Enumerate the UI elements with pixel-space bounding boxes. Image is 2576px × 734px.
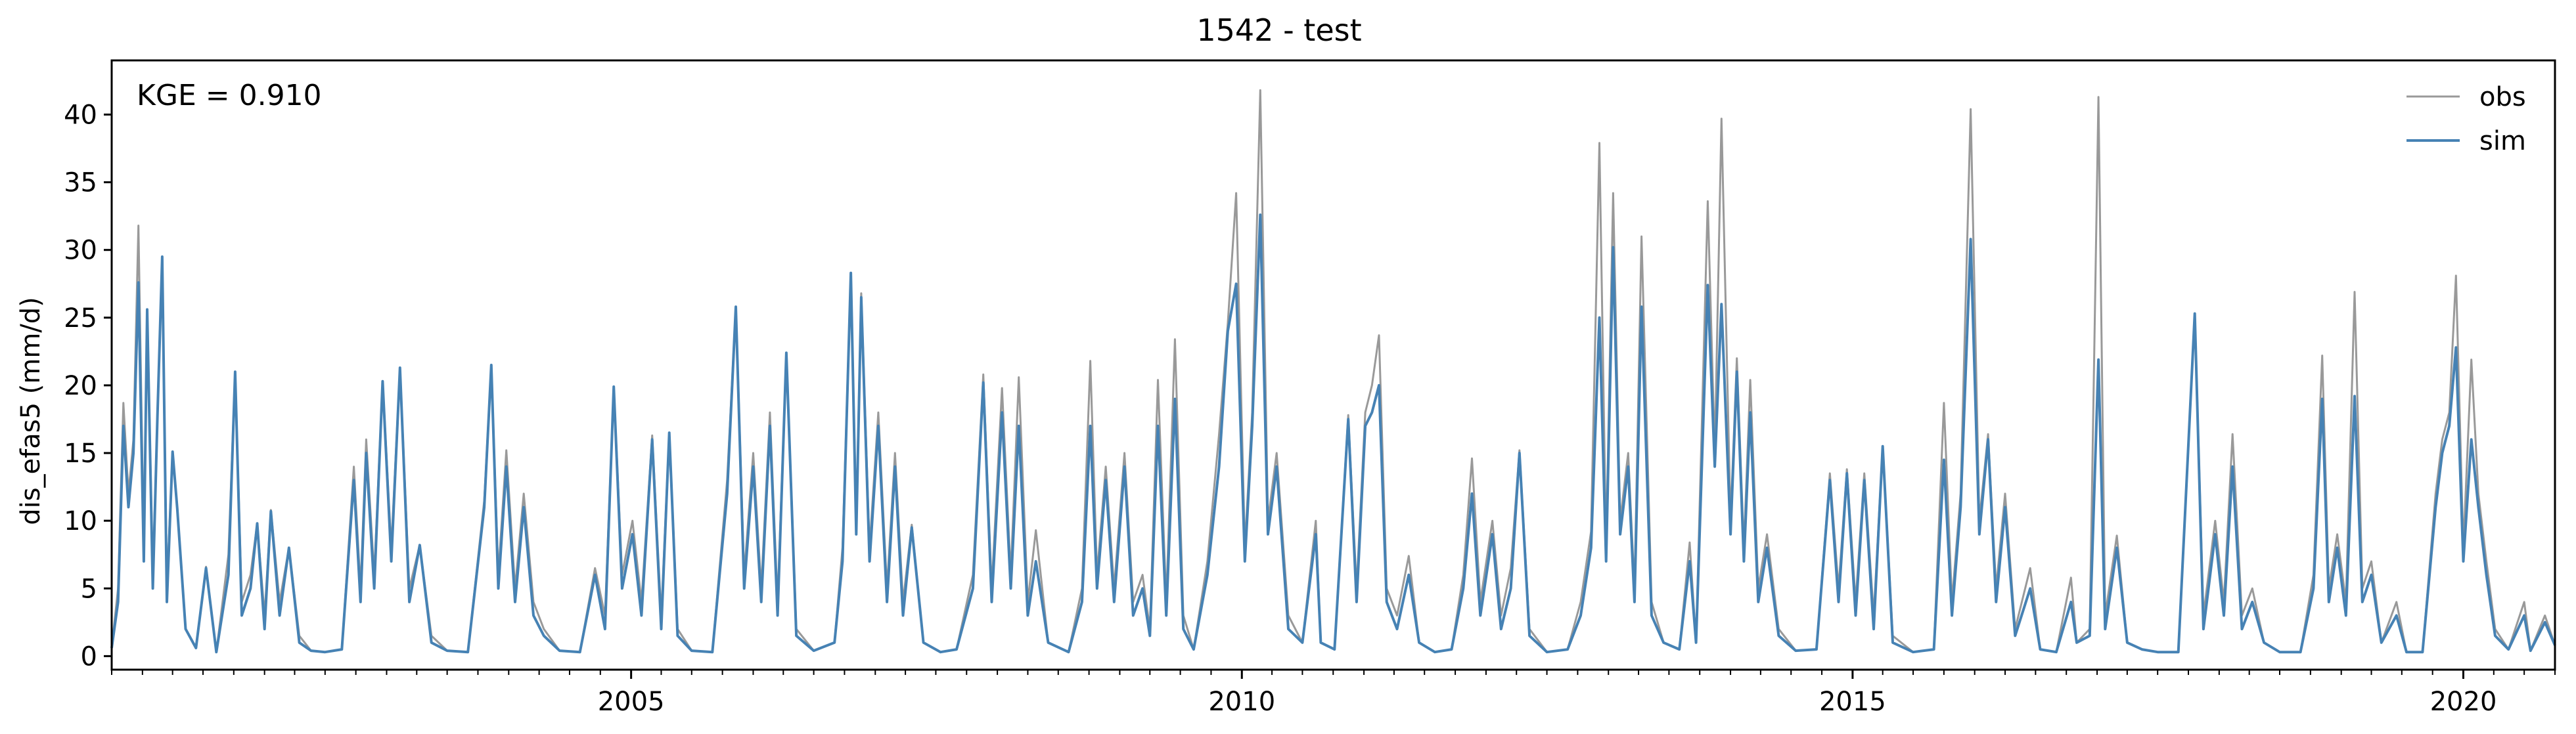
- y-tick-label: 5: [81, 574, 97, 604]
- x-axis: 2005 2010 2015 2020: [111, 670, 2556, 717]
- y-tick-label: 20: [64, 371, 97, 401]
- series-line-obs: [110, 89, 2556, 653]
- legend-label-sim: sim: [2479, 126, 2526, 156]
- y-tick-label: 40: [64, 100, 97, 130]
- x-tick-label: 2010: [1208, 687, 1275, 717]
- y-tick-label: 35: [64, 168, 97, 198]
- y-axis: 0 5 10 15 20 25 30 35 40: [64, 100, 112, 672]
- plot-area: [110, 89, 2556, 654]
- kge-annotation: KGE = 0.910: [137, 79, 322, 112]
- y-tick-label: 25: [64, 303, 97, 334]
- y-tick-label: 30: [64, 236, 97, 266]
- x-tick-label: 2015: [1819, 687, 1886, 717]
- x-tick-label: 2020: [2430, 687, 2497, 717]
- legend-label-obs: obs: [2479, 82, 2526, 112]
- y-axis-label: dis_efas5 (mm/d): [16, 297, 46, 525]
- chart-title: 1542 - test: [1196, 12, 1361, 48]
- series-line-sim: [110, 213, 2556, 654]
- legend: obs sim: [2407, 82, 2526, 156]
- y-tick-label: 15: [64, 439, 97, 469]
- x-tick-label: 2005: [598, 687, 665, 717]
- y-tick-label: 0: [81, 641, 97, 672]
- y-tick-label: 10: [64, 506, 97, 536]
